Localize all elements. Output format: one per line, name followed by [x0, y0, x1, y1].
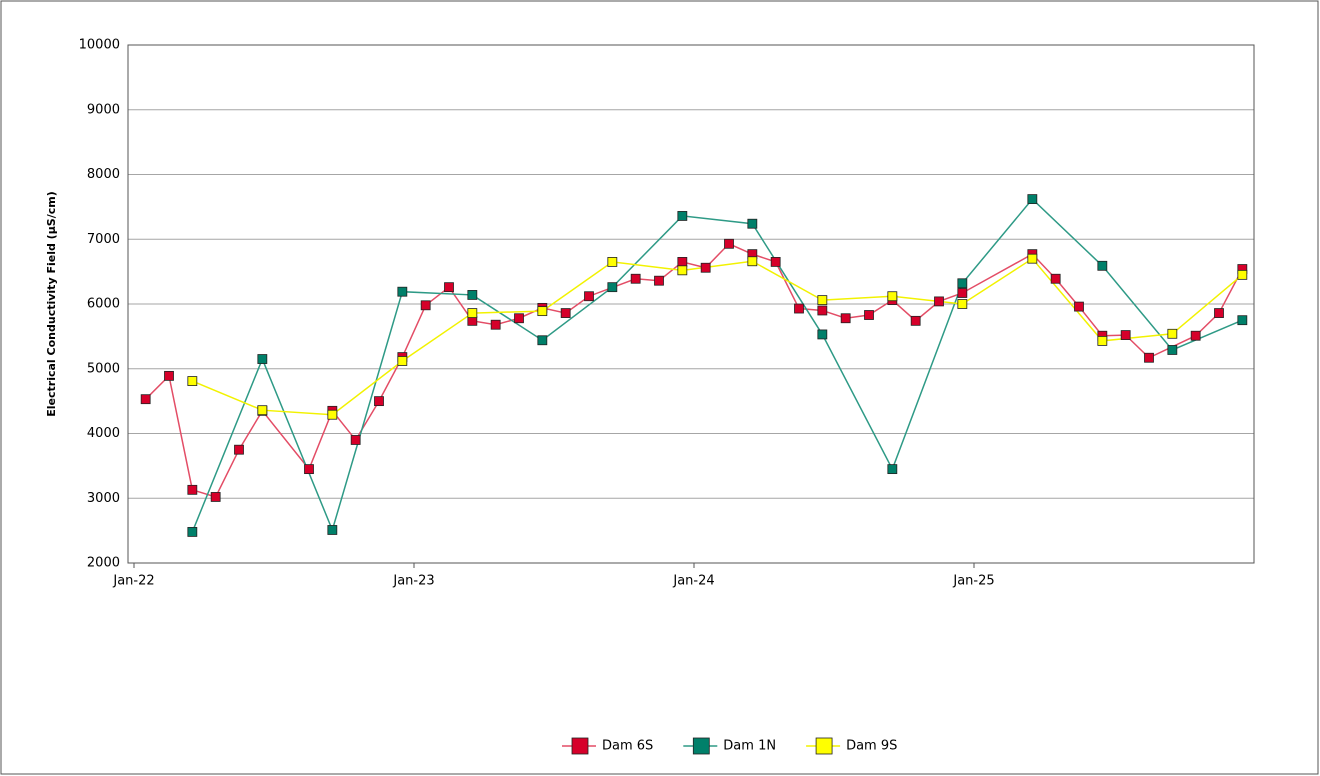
point	[234, 444, 244, 455]
point	[1050, 273, 1061, 284]
point	[327, 409, 338, 420]
legend-label: Dam 1N	[723, 739, 776, 754]
point	[910, 315, 921, 326]
y-tick-label: 8000	[87, 167, 120, 182]
x-tick-label: Jan-22	[112, 574, 154, 589]
y-tick-label: 9000	[87, 102, 120, 117]
point	[1214, 308, 1224, 318]
point	[467, 308, 478, 318]
point	[187, 484, 198, 495]
point	[514, 313, 524, 324]
legend-swatch	[815, 737, 833, 755]
point	[887, 291, 898, 302]
point	[607, 282, 618, 293]
point	[864, 310, 874, 320]
point	[1237, 315, 1248, 326]
point	[957, 278, 968, 289]
legend-label: Dam 9S	[846, 739, 897, 754]
point	[327, 525, 338, 535]
point	[677, 257, 688, 267]
point	[210, 492, 221, 502]
y-tick-label: 5000	[87, 361, 120, 376]
point	[1097, 336, 1108, 346]
series-line	[145, 242, 1243, 498]
point	[420, 300, 431, 311]
point	[677, 211, 688, 221]
point	[840, 313, 851, 324]
point	[444, 282, 454, 293]
point	[747, 218, 758, 229]
legend-swatch	[571, 737, 589, 755]
point	[490, 319, 501, 330]
y-tick-label: 2000	[87, 556, 120, 571]
point	[397, 286, 408, 297]
y-tick-label: 7000	[87, 232, 120, 247]
point	[374, 396, 384, 407]
point	[817, 329, 828, 340]
point	[257, 354, 268, 364]
point	[630, 273, 641, 284]
y-axis-label: Electrical Conductivity Field (µS/cm)	[45, 191, 58, 416]
point	[654, 275, 664, 286]
y-tick-label: 3000	[87, 491, 120, 506]
point	[350, 435, 361, 445]
series-line	[192, 257, 1243, 416]
point	[467, 290, 478, 300]
x-tick-label: Jan-23	[392, 574, 434, 589]
point	[537, 306, 548, 317]
point	[1120, 330, 1131, 340]
point	[677, 265, 688, 276]
y-tick-label: 6000	[87, 297, 120, 312]
x-tick-label: Jan-25	[952, 574, 994, 589]
point	[957, 299, 968, 309]
point	[1190, 330, 1201, 341]
plot-border	[127, 44, 1255, 564]
point	[794, 303, 804, 314]
point	[1167, 328, 1178, 339]
point	[724, 238, 734, 249]
point	[607, 257, 618, 267]
point	[1144, 352, 1154, 363]
point	[187, 376, 198, 386]
point	[537, 335, 548, 346]
point	[304, 464, 314, 475]
point	[1027, 194, 1038, 205]
legend-swatch	[692, 737, 710, 755]
point	[770, 257, 781, 267]
y-tick-label: 4000	[87, 426, 120, 441]
legend-label: Dam 6S	[602, 739, 653, 754]
point	[1167, 345, 1178, 355]
point	[1027, 253, 1038, 264]
x-tick-label: Jan-24	[672, 574, 714, 589]
point	[257, 405, 268, 416]
point	[187, 527, 198, 537]
y-tick-label: 10000	[79, 38, 120, 53]
point	[397, 356, 408, 366]
point	[747, 256, 758, 267]
point	[700, 262, 711, 273]
point	[1074, 301, 1084, 312]
point	[817, 295, 828, 306]
point	[957, 288, 968, 298]
point	[140, 394, 151, 405]
point	[164, 370, 174, 381]
point	[1237, 269, 1248, 280]
series-line	[191, 198, 1243, 533]
point	[887, 464, 898, 475]
point	[934, 296, 944, 307]
point	[817, 305, 828, 316]
point	[1097, 260, 1108, 271]
point	[584, 291, 594, 302]
point	[560, 308, 571, 318]
